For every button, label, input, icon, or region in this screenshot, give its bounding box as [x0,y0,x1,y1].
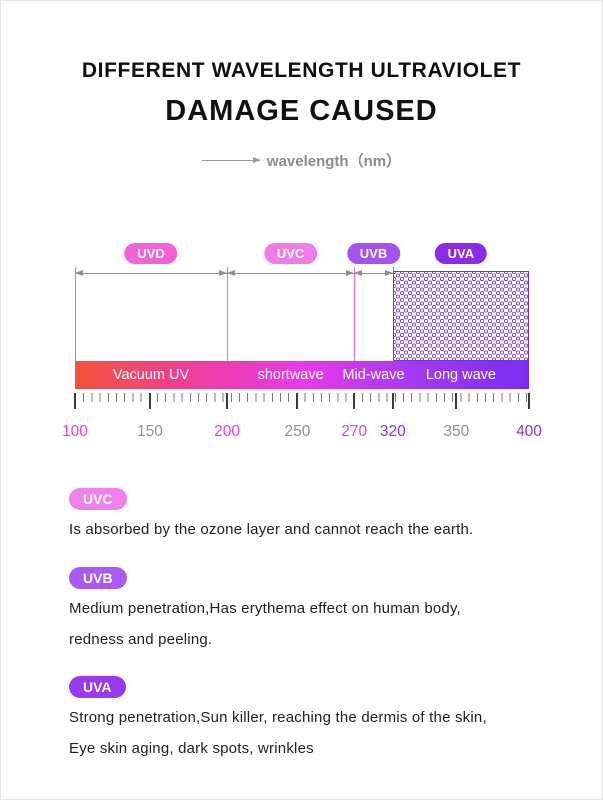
tick-label-150: 150 [136,423,163,440]
tick-label-320: 320 [379,423,406,440]
range-arrow-UVD [75,270,228,276]
bar-label-UVB: Mid-wave [342,367,405,383]
range-arrow-UVB [354,270,393,276]
tick-labels: 100 150 200 250 270 320 350 400 [62,423,542,443]
info-line-UVA-0: Strong penetration,Sun killer, reaching … [69,709,487,727]
wavelength-axis-label: wavelength（nm） [266,153,402,170]
band-badge-UVC: UVC [263,243,318,264]
major-tick-100 [74,393,76,409]
major-tick-270 [353,393,356,409]
info-badge-UVC: UVC [69,488,127,510]
bar-label-UVC: shortwave [257,367,324,383]
tick-label-250: 250 [284,423,311,440]
info-section-UVA: UVA Strong penetration,Sun killer, reachi… [69,676,562,760]
info-line-UVA-1: Eye skin aging, dark spots, wrinkles [69,740,314,757]
right-arrow-icon [201,157,261,163]
info-section-UVB: UVB Medium penetration,Has erythema effec… [69,566,562,651]
tick-label-270: 270 [341,423,368,440]
tick-label-100: 100 [62,423,88,440]
info-badge-UVA: UVA [69,676,126,699]
info-section-UVC: UVC Is absorbed by the ozone layer and ca… [69,488,562,541]
guide-line-0 [75,267,76,389]
band-badge-UVB: UVB [346,243,401,264]
guide-line-1 [227,267,229,389]
uv-band-diagram: UVD UVC UVB UVA Vacuum UV shortwave Mid-wave L… [62,243,542,448]
tick-label-200: 200 [214,423,241,440]
info-sections: UVC Is absorbed by the ozone layer and ca… [69,488,602,760]
major-tick-250 [296,393,299,409]
page-title-line1: DIFFERENT WAVELENGTH ULTRAVIOLET [81,59,522,82]
tick-label-350: 350 [443,423,470,440]
spectrum-bar: Vacuum UV shortwave Mid-wave Long wave [75,361,529,389]
major-tick-350 [455,393,458,409]
page-title-line2: DAMAGE CAUSED [165,95,438,127]
ruler [74,393,530,411]
info-badge-UVB: UVB [69,566,127,589]
tick-label-400: 400 [516,423,542,440]
band-badge-UVA: UVA [434,243,488,264]
bar-label-UVA: Long wave [425,367,496,383]
major-tick-400 [528,393,530,409]
major-tick-320 [391,393,394,409]
bar-label-UVD: Vacuum UV [112,367,190,383]
band-badge-UVD: UVD [124,243,178,264]
info-line-UVB-1: redness and peeling. [69,630,213,648]
guide-line-2 [354,267,356,389]
wavelength-axis-label-row: wavelength（nm） [1,150,602,171]
range-arrow-UVC [227,270,355,276]
info-line-UVC-0: Is absorbed by the ozone layer and canno… [69,521,474,538]
major-tick-150 [148,393,151,409]
uva-dot-region [392,271,529,361]
info-line-UVB-0: Medium penetration,Has erythema effect o… [69,599,461,617]
major-tick-200 [226,393,229,409]
